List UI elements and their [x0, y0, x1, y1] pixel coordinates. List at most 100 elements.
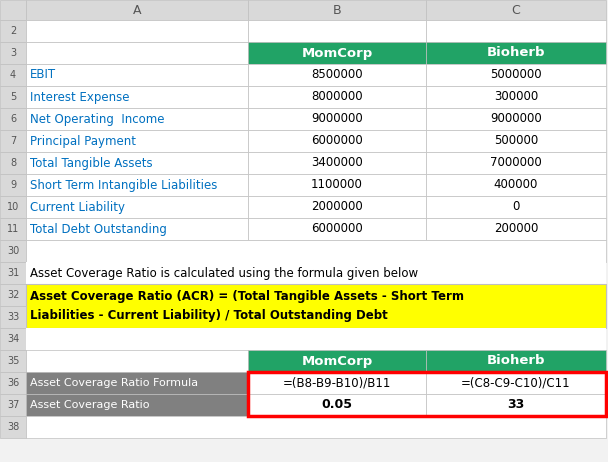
Bar	[0, 372, 26, 394]
Text: 9000000: 9000000	[490, 113, 542, 126]
Bar	[0, 196, 26, 218]
Bar	[26, 240, 606, 262]
Bar	[26, 350, 248, 372]
Text: 200000: 200000	[494, 223, 538, 236]
Text: 33: 33	[507, 399, 525, 412]
Bar	[426, 42, 606, 64]
Bar	[426, 174, 606, 196]
Text: 3400000: 3400000	[311, 157, 363, 170]
Text: 8: 8	[10, 158, 16, 168]
Bar	[248, 372, 426, 394]
Bar	[26, 0, 248, 20]
Text: 11: 11	[7, 224, 19, 234]
Bar	[248, 196, 426, 218]
Text: 7000000: 7000000	[490, 157, 542, 170]
Bar	[0, 394, 26, 416]
Text: Bioherb: Bioherb	[487, 354, 545, 367]
Text: 400000: 400000	[494, 178, 538, 192]
Text: =(B8-B9-B10)/B11: =(B8-B9-B10)/B11	[283, 377, 391, 389]
Bar	[248, 174, 426, 196]
Text: 38: 38	[7, 422, 19, 432]
Text: Asset Coverage Ratio Formula: Asset Coverage Ratio Formula	[30, 378, 198, 388]
Bar	[0, 0, 26, 20]
Text: Bioherb: Bioherb	[487, 47, 545, 60]
Bar	[26, 394, 248, 416]
Text: MomCorp: MomCorp	[302, 47, 373, 60]
Bar	[0, 306, 26, 328]
Bar	[0, 152, 26, 174]
Bar	[26, 130, 248, 152]
Text: 1100000: 1100000	[311, 178, 363, 192]
Bar	[426, 0, 606, 20]
Text: 10: 10	[7, 202, 19, 212]
Text: Principal Payment: Principal Payment	[30, 134, 136, 147]
Text: Short Term Intangible Liabilities: Short Term Intangible Liabilities	[30, 178, 218, 192]
Text: 36: 36	[7, 378, 19, 388]
Text: Net Operating  Income: Net Operating Income	[30, 113, 165, 126]
Text: Interest Expense: Interest Expense	[30, 91, 130, 103]
Bar	[0, 130, 26, 152]
Text: 9: 9	[10, 180, 16, 190]
Text: 2: 2	[10, 26, 16, 36]
Bar	[248, 0, 426, 20]
Bar	[248, 152, 426, 174]
Text: 3: 3	[10, 48, 16, 58]
Text: 8000000: 8000000	[311, 91, 363, 103]
Bar	[248, 350, 426, 372]
Bar	[248, 108, 426, 130]
Bar	[0, 218, 26, 240]
Text: 6: 6	[10, 114, 16, 124]
Bar	[248, 372, 606, 416]
Text: 300000: 300000	[494, 91, 538, 103]
Bar	[0, 240, 26, 262]
Bar	[26, 416, 606, 438]
Text: 5: 5	[10, 92, 16, 102]
Bar	[248, 42, 426, 64]
Bar	[426, 130, 606, 152]
Bar	[248, 20, 426, 42]
Bar	[426, 108, 606, 130]
Bar	[26, 86, 248, 108]
Text: 32: 32	[7, 290, 19, 300]
Text: 6000000: 6000000	[311, 223, 363, 236]
Text: 0.05: 0.05	[322, 399, 353, 412]
Bar	[426, 152, 606, 174]
Text: 2000000: 2000000	[311, 201, 363, 213]
Bar	[26, 42, 248, 64]
Bar	[26, 196, 248, 218]
Text: 4: 4	[10, 70, 16, 80]
Bar	[0, 64, 26, 86]
Bar	[426, 196, 606, 218]
Bar	[248, 130, 426, 152]
Bar	[26, 262, 606, 284]
Bar	[0, 350, 26, 372]
Bar	[248, 64, 426, 86]
Text: 35: 35	[7, 356, 19, 366]
Text: Total Tangible Assets: Total Tangible Assets	[30, 157, 153, 170]
Bar	[248, 218, 426, 240]
Text: 34: 34	[7, 334, 19, 344]
Text: Asset Coverage Ratio: Asset Coverage Ratio	[30, 400, 150, 410]
Text: Asset Coverage Ratio is calculated using the formula given below: Asset Coverage Ratio is calculated using…	[30, 267, 418, 280]
Text: Asset Coverage Ratio (ACR) = (Total Tangible Assets - Short Term
Liabilities - C: Asset Coverage Ratio (ACR) = (Total Tang…	[30, 290, 464, 322]
Bar	[26, 284, 606, 328]
Bar	[426, 394, 606, 416]
Bar	[26, 372, 248, 394]
Bar	[426, 20, 606, 42]
Text: Current Liability: Current Liability	[30, 201, 125, 213]
Text: 500000: 500000	[494, 134, 538, 147]
Bar	[26, 152, 248, 174]
Bar	[0, 42, 26, 64]
Text: MomCorp: MomCorp	[302, 354, 373, 367]
Bar	[0, 262, 26, 284]
Bar	[0, 174, 26, 196]
Text: 31: 31	[7, 268, 19, 278]
Bar	[0, 328, 26, 350]
Text: 37: 37	[7, 400, 19, 410]
Text: 6000000: 6000000	[311, 134, 363, 147]
Text: 9000000: 9000000	[311, 113, 363, 126]
Bar	[426, 372, 606, 394]
Text: 8500000: 8500000	[311, 68, 363, 81]
Bar	[426, 218, 606, 240]
Bar	[26, 174, 248, 196]
